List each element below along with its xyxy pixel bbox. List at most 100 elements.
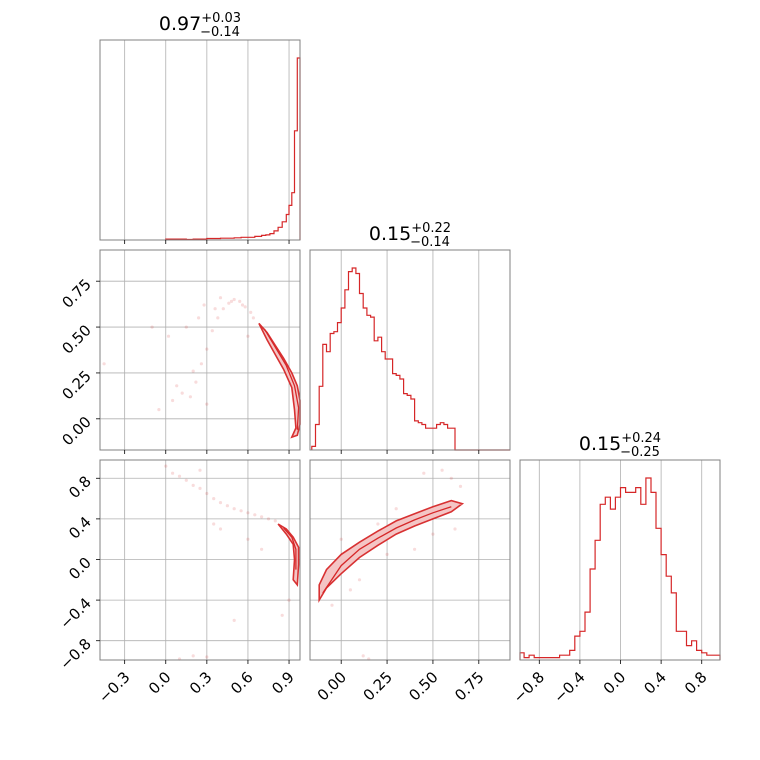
title-minus: −0.25 (620, 445, 660, 460)
xtick-label-0-2: 0.3 (186, 668, 216, 698)
scatter-point-0-21 (240, 303, 245, 307)
title-minus: −0.14 (410, 235, 450, 250)
contour-outer-2 (318, 499, 465, 603)
pair-scatter-0 (102, 296, 255, 412)
title-median: 0.15 (369, 223, 411, 245)
scatter-point-2-12 (431, 532, 435, 536)
scatter-point-1-10 (232, 507, 236, 511)
ytick-label-1-2: 0.50 (58, 321, 94, 357)
scatter-point-0-11 (232, 297, 236, 302)
xtick-label-0-3: 0.6 (227, 668, 257, 698)
title-minus: −0.14 (200, 25, 240, 40)
scatter-point-2-3 (422, 471, 426, 475)
xtick-label-2-3: 0.4 (640, 668, 670, 698)
scatter-point-0-12 (238, 299, 242, 303)
scatter-point-0-25 (229, 299, 234, 303)
title-median: 0.97 (159, 13, 201, 35)
scatter-point-1-1 (171, 471, 175, 475)
pair-frame-1 (99, 459, 301, 661)
scatter-point-0-23 (191, 369, 195, 373)
scatter-point-0-0 (157, 408, 161, 412)
scatter-point-0-20 (218, 296, 223, 300)
histogram-0 (165, 57, 301, 241)
param-title-0: 0.97+0.03 −0.14 (159, 11, 241, 40)
scatter-point-0-5 (199, 362, 203, 366)
title-median: 0.15 (579, 433, 621, 455)
contour-outer-0 (258, 322, 301, 439)
scatter-point-1-15 (266, 517, 271, 521)
hist-frame-0 (99, 39, 301, 241)
pair-ytick-1-3: 0.4 (65, 513, 100, 543)
scatter-point-2-1 (449, 476, 453, 480)
title-plus: +0.03 (201, 11, 241, 26)
scatter-point-2-6 (413, 547, 417, 551)
hist-panel-1: 0.15+0.22 −0.14 (309, 221, 511, 454)
pair-ytick-0-3: 0.75 (58, 275, 100, 312)
xtick-label-0-4: 0.9 (268, 668, 298, 698)
scatter-point-1-17 (218, 527, 223, 531)
scatter-point-0-10 (227, 301, 231, 305)
ytick-label-2-1: −0.4 (56, 594, 94, 632)
scatter-point-1-6 (205, 491, 209, 496)
ytick-label-1-3: 0.75 (58, 275, 94, 311)
scatter-point-0-8 (216, 316, 220, 320)
pair-scatter-2 (330, 468, 463, 661)
pair-panel-1: −0.8−0.4 0.0 0.4 0.8 (56, 459, 301, 673)
hist-panel-2: 0.15+0.24 −0.25 (519, 431, 721, 664)
scatter-point-0-4 (194, 380, 198, 384)
hist-frame-1 (309, 249, 511, 451)
xtick-label-1-0: 0.00 (314, 668, 350, 704)
pair-grid-2 (310, 460, 510, 660)
scatter-point-1-5 (198, 486, 202, 490)
ytick-label-2-4: 0.8 (65, 472, 95, 502)
title-plus: +0.22 (411, 221, 451, 236)
xtick-label-2-4: 0.8 (681, 668, 711, 698)
pair-grid-0 (100, 250, 300, 450)
scatter-point-1-4 (191, 483, 195, 487)
scatter-point-1-8 (218, 501, 223, 505)
scatter-point-0-19 (202, 303, 206, 307)
pair-ytick-0-1: 0.25 (58, 367, 100, 403)
histogram-2 (519, 477, 721, 660)
scatter-point-1-0 (164, 464, 168, 468)
scatter-point-1-2 (177, 474, 182, 478)
xtick-label-1-2: 0.50 (405, 668, 441, 704)
scatter-point-1-11 (239, 509, 243, 513)
hist-grid-0 (124, 40, 290, 240)
xtick-label-0-1: 0.0 (145, 668, 175, 698)
scatter-point-1-22 (191, 654, 195, 658)
pair-frame-2 (309, 459, 511, 661)
scatter-point-0-3 (188, 395, 192, 399)
scatter-point-0-17 (102, 362, 106, 366)
scatter-point-1-3 (184, 478, 188, 482)
param-title-1: 0.15+0.22 −0.14 (369, 221, 451, 250)
hist-grid-1 (340, 250, 480, 450)
scatter-point-1-16 (273, 519, 277, 523)
xtick-label-2-2: 0.0 (600, 668, 630, 698)
scatter-point-2-2 (458, 484, 463, 488)
scatter-point-2-7 (357, 578, 362, 582)
hist-panel-0: 0.97+0.03 −0.14 (99, 11, 301, 244)
scatter-point-2-0 (440, 468, 444, 472)
pair-ytick-0-2: 0.50 (58, 321, 100, 358)
xtick-label-1-3: 0.75 (451, 668, 487, 704)
contour-inner-0 (263, 328, 300, 430)
scatter-point-1-14 (260, 515, 264, 519)
scatter-point-0-2 (180, 391, 184, 395)
pair-frame-0 (99, 249, 301, 451)
ytick-label-1-0: 0.00 (58, 413, 94, 449)
scatter-point-0-15 (150, 325, 154, 329)
scatter-point-0-18 (184, 325, 188, 329)
scatter-point-0-22 (251, 316, 255, 320)
ytick-label-2-2: 0.0 (65, 554, 95, 584)
scatter-point-0-27 (197, 316, 201, 320)
scatter-point-0-14 (249, 310, 253, 314)
scatter-point-0-9 (221, 307, 225, 311)
pair-ytick-1-2: 0.0 (65, 554, 100, 584)
hist-frame-2 (519, 459, 721, 661)
contour-inner-2 (322, 506, 452, 594)
pair-grid-1 (100, 460, 300, 660)
scatter-point-1-27 (198, 468, 202, 472)
scatter-point-1-9 (225, 504, 229, 508)
